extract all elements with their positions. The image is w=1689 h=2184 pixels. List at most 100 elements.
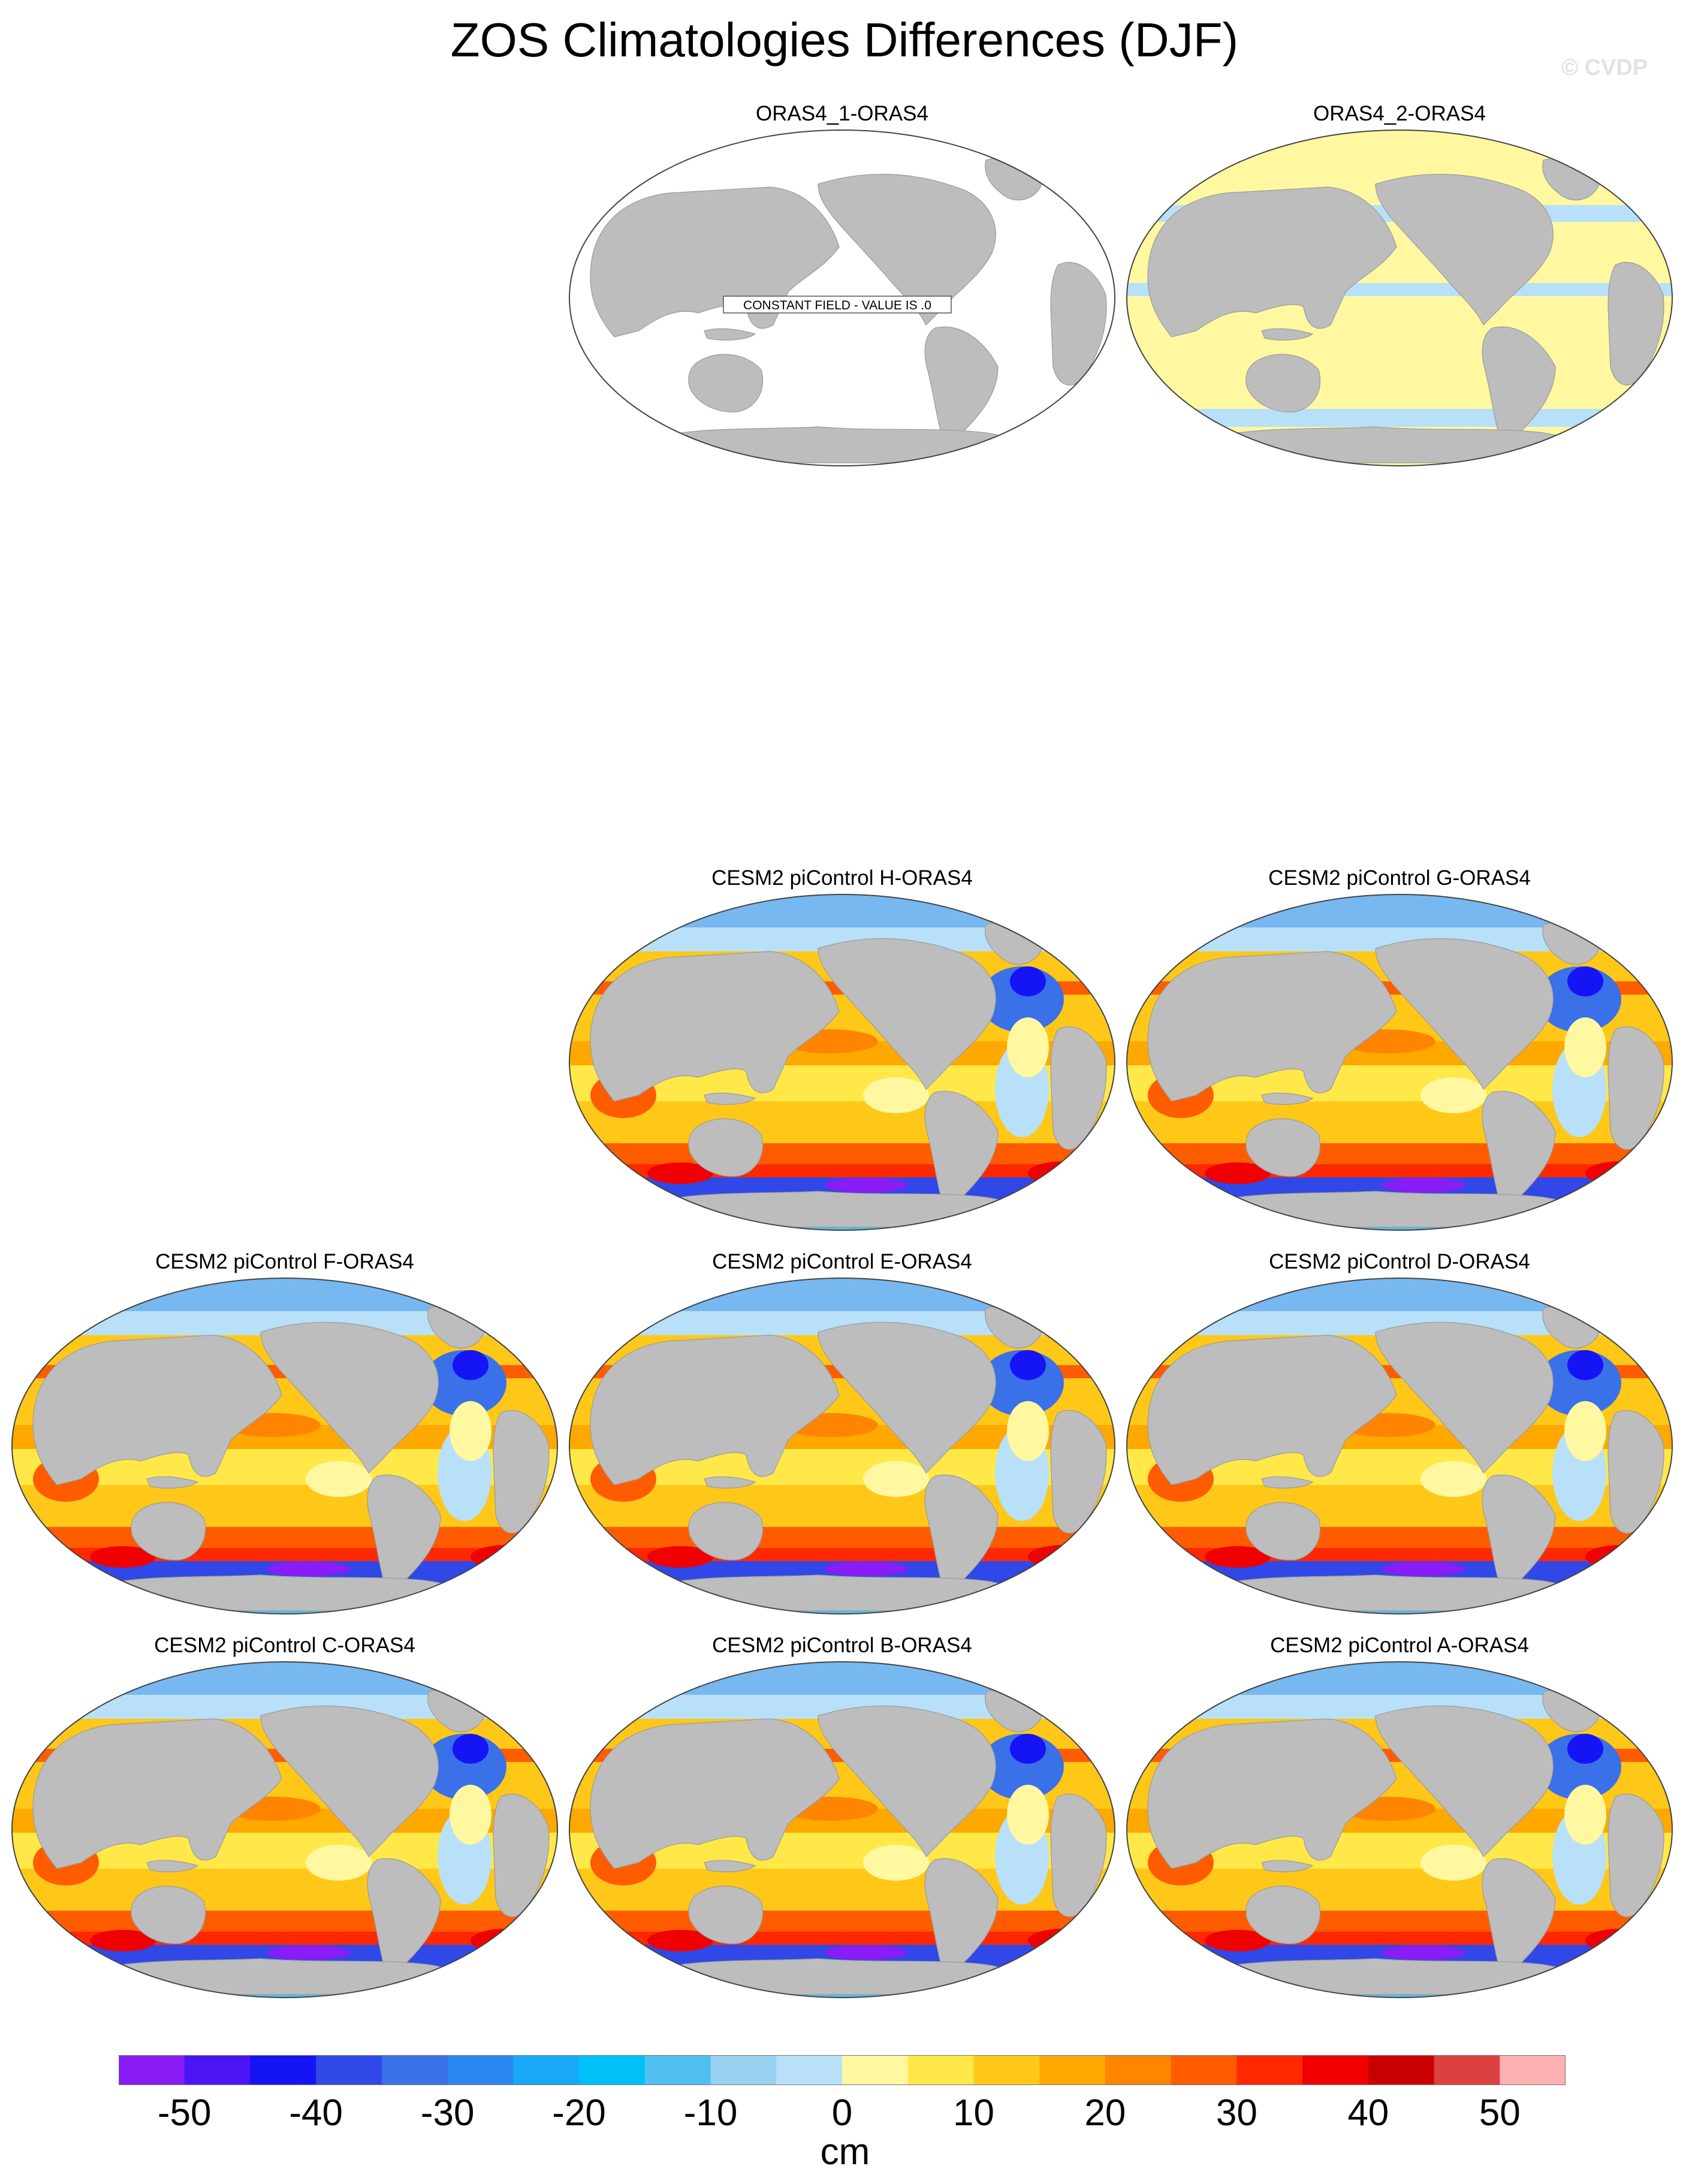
land-antarctica bbox=[1201, 1191, 1587, 1228]
colorbar-tick-label: 20 bbox=[1084, 2092, 1126, 2134]
panel-title: CESM2 piControl E-ORAS4 bbox=[712, 1250, 972, 1273]
colorbar-tick-label: 30 bbox=[1216, 2092, 1257, 2134]
colorbar-tick-label: 40 bbox=[1347, 2092, 1389, 2134]
colorbar-swatch bbox=[184, 2055, 251, 2085]
blob-tasman bbox=[1205, 1546, 1271, 1568]
land-asia bbox=[590, 1335, 840, 1486]
band-s-westerlies bbox=[12, 1527, 557, 1548]
band-s-ocean bbox=[1127, 409, 1672, 427]
land-africa bbox=[1050, 1410, 1107, 1534]
blob-atl-sub bbox=[1007, 1785, 1049, 1845]
blob-tasman bbox=[1205, 1930, 1271, 1951]
land-northamerica bbox=[260, 1705, 439, 1858]
colorbar-swatch bbox=[1500, 2055, 1566, 2085]
band-s-westerlies bbox=[569, 1527, 1115, 1548]
map-cesm2-g bbox=[1126, 894, 1673, 1231]
land-northamerica bbox=[260, 1321, 439, 1474]
colorbar-swatch bbox=[1434, 2055, 1500, 2085]
land-indonesia bbox=[1261, 1860, 1314, 1872]
band-s-westerlies bbox=[12, 1911, 557, 1932]
colorbar-swatch bbox=[644, 2055, 711, 2085]
blob-s-atlantic-red bbox=[1028, 1161, 1100, 1185]
land-indonesia bbox=[1261, 328, 1314, 341]
blob-s-atlantic-red bbox=[1585, 1929, 1657, 1953]
land-northamerica bbox=[1375, 1321, 1554, 1474]
blob-atl-sub bbox=[1564, 1017, 1606, 1077]
band-s-westerlies bbox=[1127, 1911, 1672, 1932]
map-outline bbox=[569, 1661, 1115, 1998]
map-oras4-1: CONSTANT FIELD - VALUE IS .0 bbox=[569, 129, 1115, 466]
blob-s-atlantic-red bbox=[1585, 1545, 1657, 1569]
land-australia bbox=[131, 1885, 206, 1944]
colorbar-swatch bbox=[1039, 2055, 1106, 2085]
blob-s-atlantic-red bbox=[1028, 1929, 1100, 1953]
colorbar-units: cm bbox=[820, 2131, 870, 2173]
land-northamerica bbox=[1375, 938, 1554, 1091]
land-africa bbox=[493, 1794, 550, 1917]
band-arctic bbox=[12, 1662, 557, 1695]
blob-e-pacific bbox=[863, 1461, 929, 1497]
colorbar-swatch bbox=[1105, 2055, 1172, 2085]
panel-title: CESM2 piControl A-ORAS4 bbox=[1270, 1634, 1529, 1657]
colorbar-tick-label: -20 bbox=[552, 2092, 606, 2134]
map-cesm2-f bbox=[11, 1278, 558, 1614]
land-antarctica bbox=[1201, 426, 1587, 463]
land-northamerica bbox=[1375, 173, 1554, 326]
blob-s-atlantic-red bbox=[1585, 1161, 1657, 1185]
blob-atl-sub bbox=[450, 1401, 491, 1461]
blob-e-pacific bbox=[863, 1845, 929, 1881]
band-arctic bbox=[12, 1278, 557, 1311]
land-antarctica bbox=[643, 426, 1030, 463]
map-outline bbox=[569, 1278, 1115, 1614]
blob-e-pacific bbox=[306, 1461, 372, 1497]
colorbar-swatches bbox=[119, 2055, 1566, 2085]
colorbar-swatch bbox=[907, 2055, 974, 2085]
colorbar-tick-label: -30 bbox=[420, 2092, 475, 2134]
map-panel-oras4-2: ORAS4_2-ORAS4 bbox=[1124, 102, 1675, 474]
land-northamerica bbox=[818, 938, 996, 1091]
panel-title: ORAS4_2-ORAS4 bbox=[1313, 102, 1486, 125]
band-s-westerlies bbox=[569, 1911, 1115, 1932]
map-outline bbox=[11, 1278, 558, 1614]
map-cesm2-e bbox=[569, 1278, 1115, 1614]
map-fill bbox=[1127, 1662, 1672, 1998]
land-australia bbox=[131, 1502, 206, 1561]
blob-e-pacific bbox=[1420, 1845, 1486, 1881]
land-indonesia bbox=[146, 1860, 199, 1872]
colorbar bbox=[119, 2055, 1566, 2085]
map-fill bbox=[12, 1662, 557, 1998]
land-antarctica bbox=[1201, 1958, 1587, 1995]
map-cesm2-h bbox=[569, 894, 1115, 1231]
panel-title: CESM2 piControl B-ORAS4 bbox=[712, 1634, 972, 1657]
map-panel-cesm2-c: CESM2 piControl C-ORAS4 bbox=[9, 1634, 560, 2005]
constant-field-box bbox=[723, 296, 952, 314]
land-indonesia bbox=[1261, 1092, 1314, 1105]
map-outline bbox=[1126, 894, 1673, 1231]
panel-title: CESM2 piControl C-ORAS4 bbox=[154, 1634, 415, 1657]
land-australia bbox=[688, 1885, 764, 1944]
land-asia bbox=[32, 1335, 282, 1486]
colorbar-swatch bbox=[513, 2055, 580, 2085]
land-northamerica bbox=[818, 1705, 996, 1858]
land-asia bbox=[1147, 951, 1397, 1102]
colorbar-tick-label: -50 bbox=[157, 2092, 212, 2134]
band-arctic bbox=[1127, 1278, 1672, 1311]
land-africa bbox=[1050, 1026, 1107, 1150]
land-antarctica bbox=[643, 1958, 1030, 1995]
map-fill bbox=[569, 1278, 1115, 1614]
map-cesm2-c bbox=[11, 1661, 558, 1998]
panel-title: CESM2 piControl F-ORAS4 bbox=[155, 1250, 414, 1273]
land-antarctica bbox=[1201, 1574, 1587, 1611]
land-africa bbox=[1050, 1794, 1107, 1917]
blob-acc-deep bbox=[1382, 1562, 1465, 1576]
constant-field-message: CONSTANT FIELD - VALUE IS .0 bbox=[743, 299, 931, 312]
colorbar-tick-label: -10 bbox=[683, 2092, 738, 2134]
colorbar-swatch bbox=[447, 2055, 514, 2085]
panel-title: CESM2 piControl G-ORAS4 bbox=[1268, 866, 1531, 890]
colorbar-tick-label: 0 bbox=[831, 2092, 853, 2134]
map-fill bbox=[12, 1278, 557, 1614]
blob-atl-sub bbox=[1007, 1017, 1049, 1077]
colorbar-swatch bbox=[1302, 2055, 1369, 2085]
colorbar-swatch bbox=[710, 2055, 777, 2085]
map-cesm2-a bbox=[1126, 1661, 1673, 1998]
